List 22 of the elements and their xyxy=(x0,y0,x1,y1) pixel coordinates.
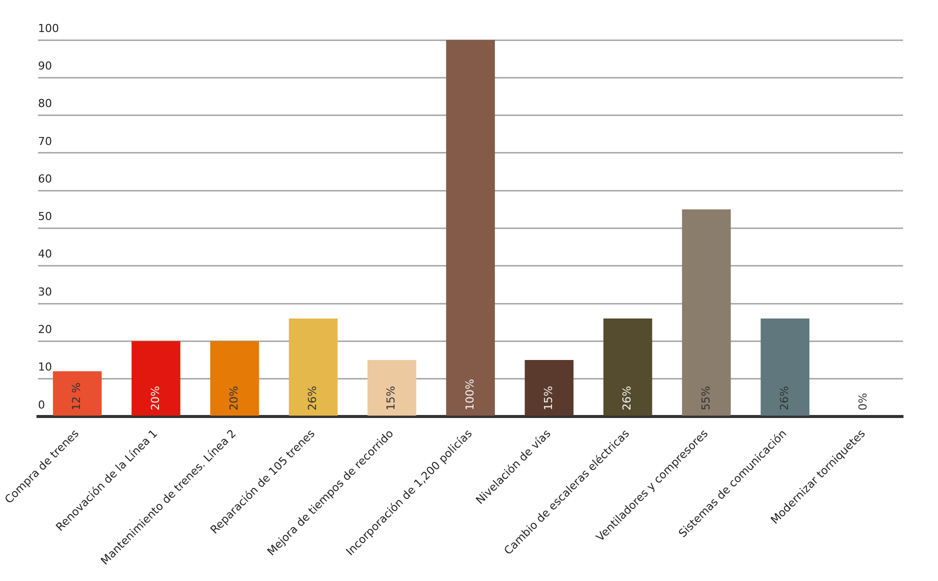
y-tick-label: 100 xyxy=(38,22,59,35)
y-tick-label: 60 xyxy=(38,172,52,186)
y-tick-label: 10 xyxy=(38,360,52,374)
y-tick-label: 20 xyxy=(38,323,52,336)
y-tick-label: 30 xyxy=(38,285,52,298)
y-tick-label: 80 xyxy=(38,97,52,110)
data-label: 20% xyxy=(227,386,240,410)
y-tick-label: 0 xyxy=(38,398,45,412)
data-label: 20% xyxy=(148,386,162,410)
data-label: 26% xyxy=(620,386,634,410)
data-label: 12 % xyxy=(70,382,84,410)
y-tick-label: 40 xyxy=(38,248,52,261)
data-label: 55% xyxy=(699,386,712,410)
data-label: 15% xyxy=(542,386,555,410)
data-label: 0% xyxy=(856,392,870,410)
data-label: 26% xyxy=(306,386,320,410)
y-tick-label: 70 xyxy=(38,134,52,148)
data-label: 15% xyxy=(384,386,398,410)
y-tick-label: 50 xyxy=(38,210,52,224)
y-tick-label: 90 xyxy=(38,60,52,73)
data-label: 26% xyxy=(778,386,791,410)
data-label: 100% xyxy=(463,378,476,410)
